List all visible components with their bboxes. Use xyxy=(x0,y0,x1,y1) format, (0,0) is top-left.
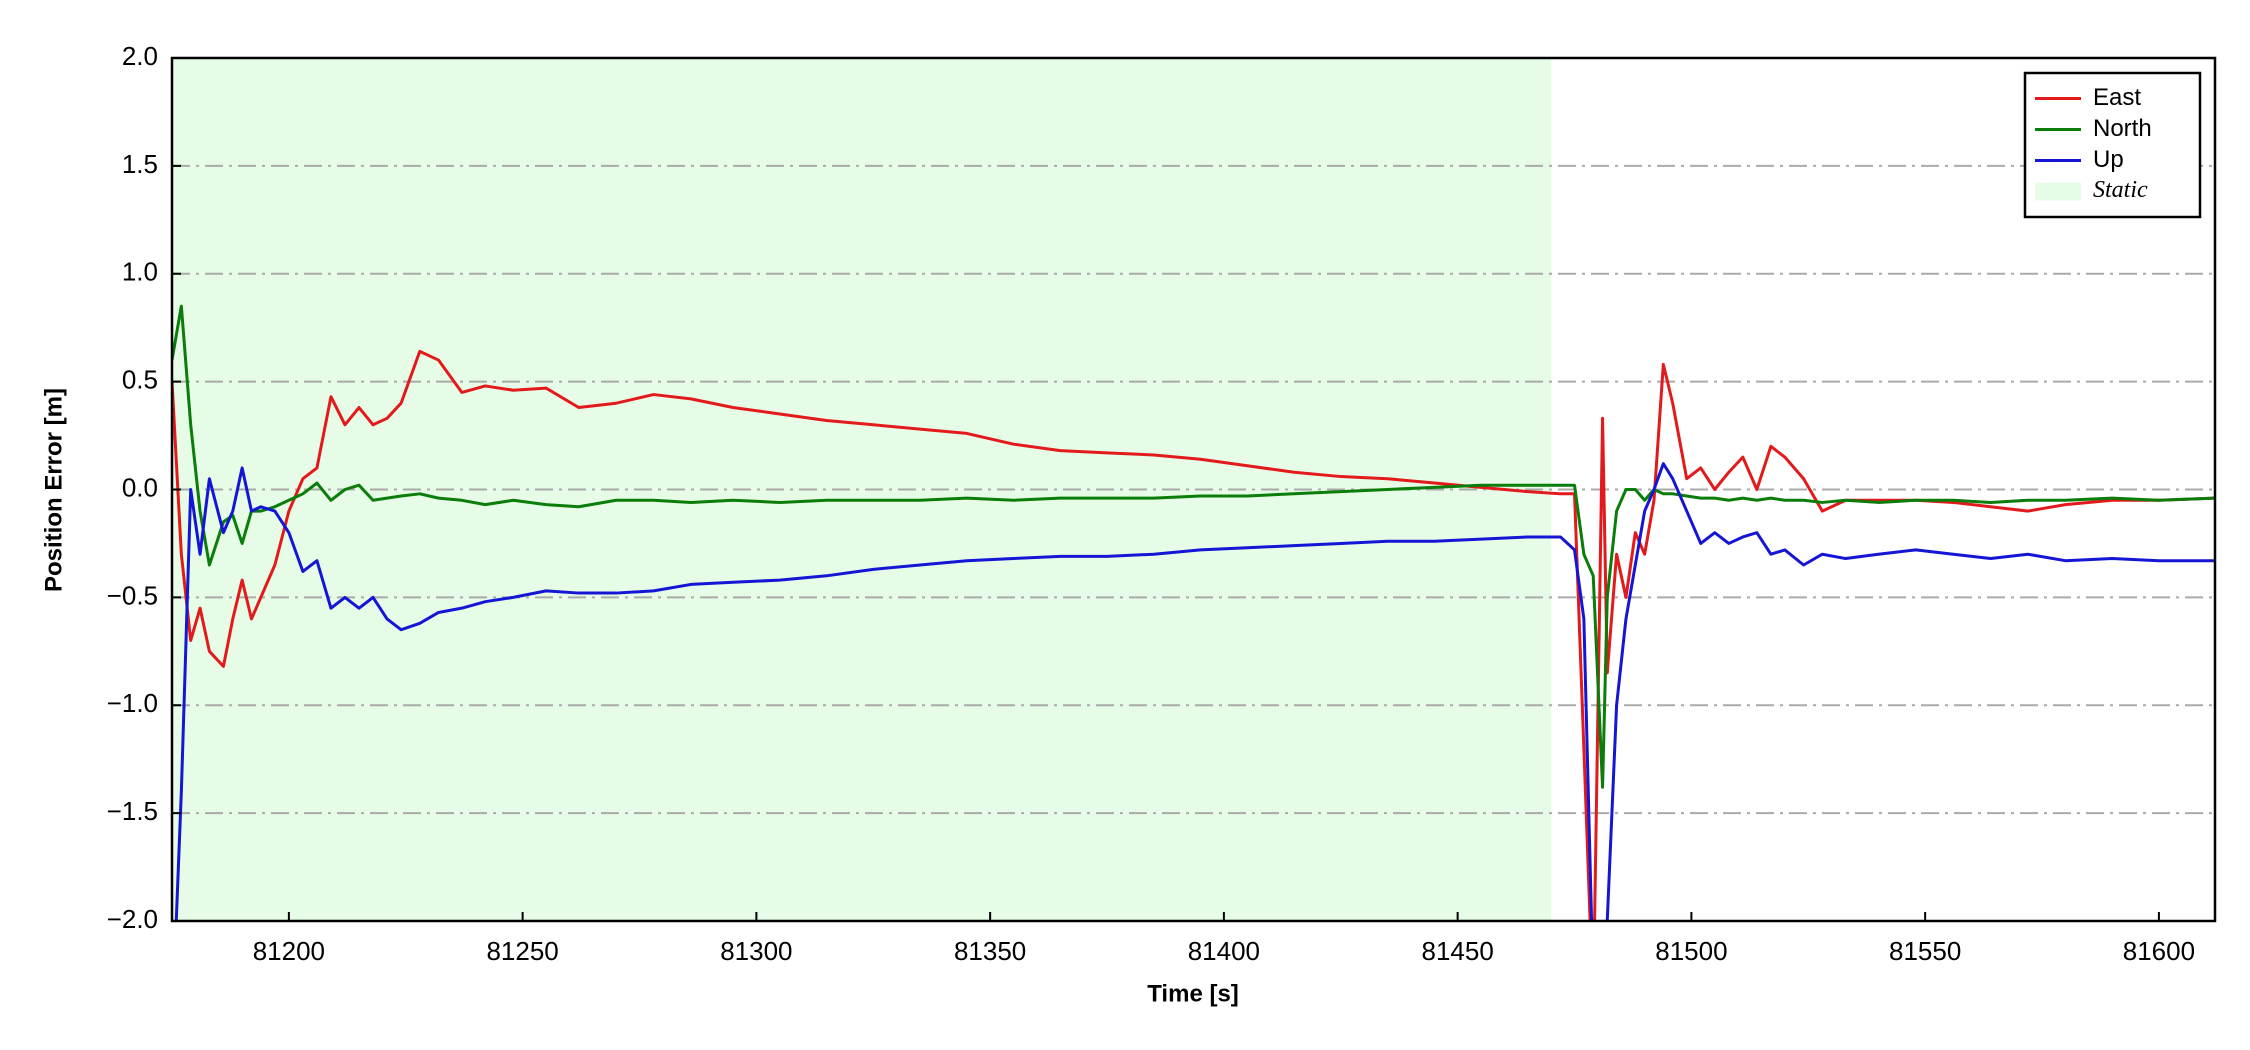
series-line xyxy=(172,349,2215,921)
x-tick-label: 81250 xyxy=(486,936,558,966)
y-tick-label: 0.5 xyxy=(122,365,158,395)
y-tick-label: −1.5 xyxy=(107,796,158,826)
x-tick-label: 81500 xyxy=(1655,936,1727,966)
y-tick-label: −0.5 xyxy=(107,580,158,610)
x-tick-label: 81200 xyxy=(253,936,325,966)
legend-label: North xyxy=(2093,115,2152,142)
x-tick-label: 81550 xyxy=(1889,936,1961,966)
y-tick-label: −2.0 xyxy=(107,904,158,934)
y-tick-label: 1.5 xyxy=(122,149,158,179)
legend-patch xyxy=(2035,182,2081,201)
legend-label: Up xyxy=(2093,146,2124,173)
legend-label: East xyxy=(2093,84,2141,111)
y-tick-label: 0.0 xyxy=(122,472,158,502)
x-tick-label: 81600 xyxy=(2123,936,2195,966)
y-tick-label: −1.0 xyxy=(107,688,158,718)
shaded-regions xyxy=(172,58,1552,921)
x-tick-label: 81300 xyxy=(720,936,792,966)
shaded-region xyxy=(172,58,1552,921)
series-line xyxy=(174,462,2215,921)
x-tick-label: 81400 xyxy=(1188,936,1260,966)
legend-label: Static xyxy=(2093,177,2148,203)
ticks: −2.0 −1.5 −1.0 −0.5 0.0 0.5 1.0 1.5 2.0 81200 8125… xyxy=(107,41,2195,966)
y-tick-label: 2.0 xyxy=(122,41,158,71)
y-tick-label: 1.0 xyxy=(122,257,158,287)
legend: East North Up Static xyxy=(2023,71,2202,219)
series-line xyxy=(172,304,2215,789)
x-axis-label: Time [s] xyxy=(1147,980,1239,1007)
y-axis-label: Position Error [m] xyxy=(40,388,67,592)
x-tick-label: 81350 xyxy=(954,936,1026,966)
x-tick-label: 81450 xyxy=(1421,936,1493,966)
lines xyxy=(172,304,2215,921)
